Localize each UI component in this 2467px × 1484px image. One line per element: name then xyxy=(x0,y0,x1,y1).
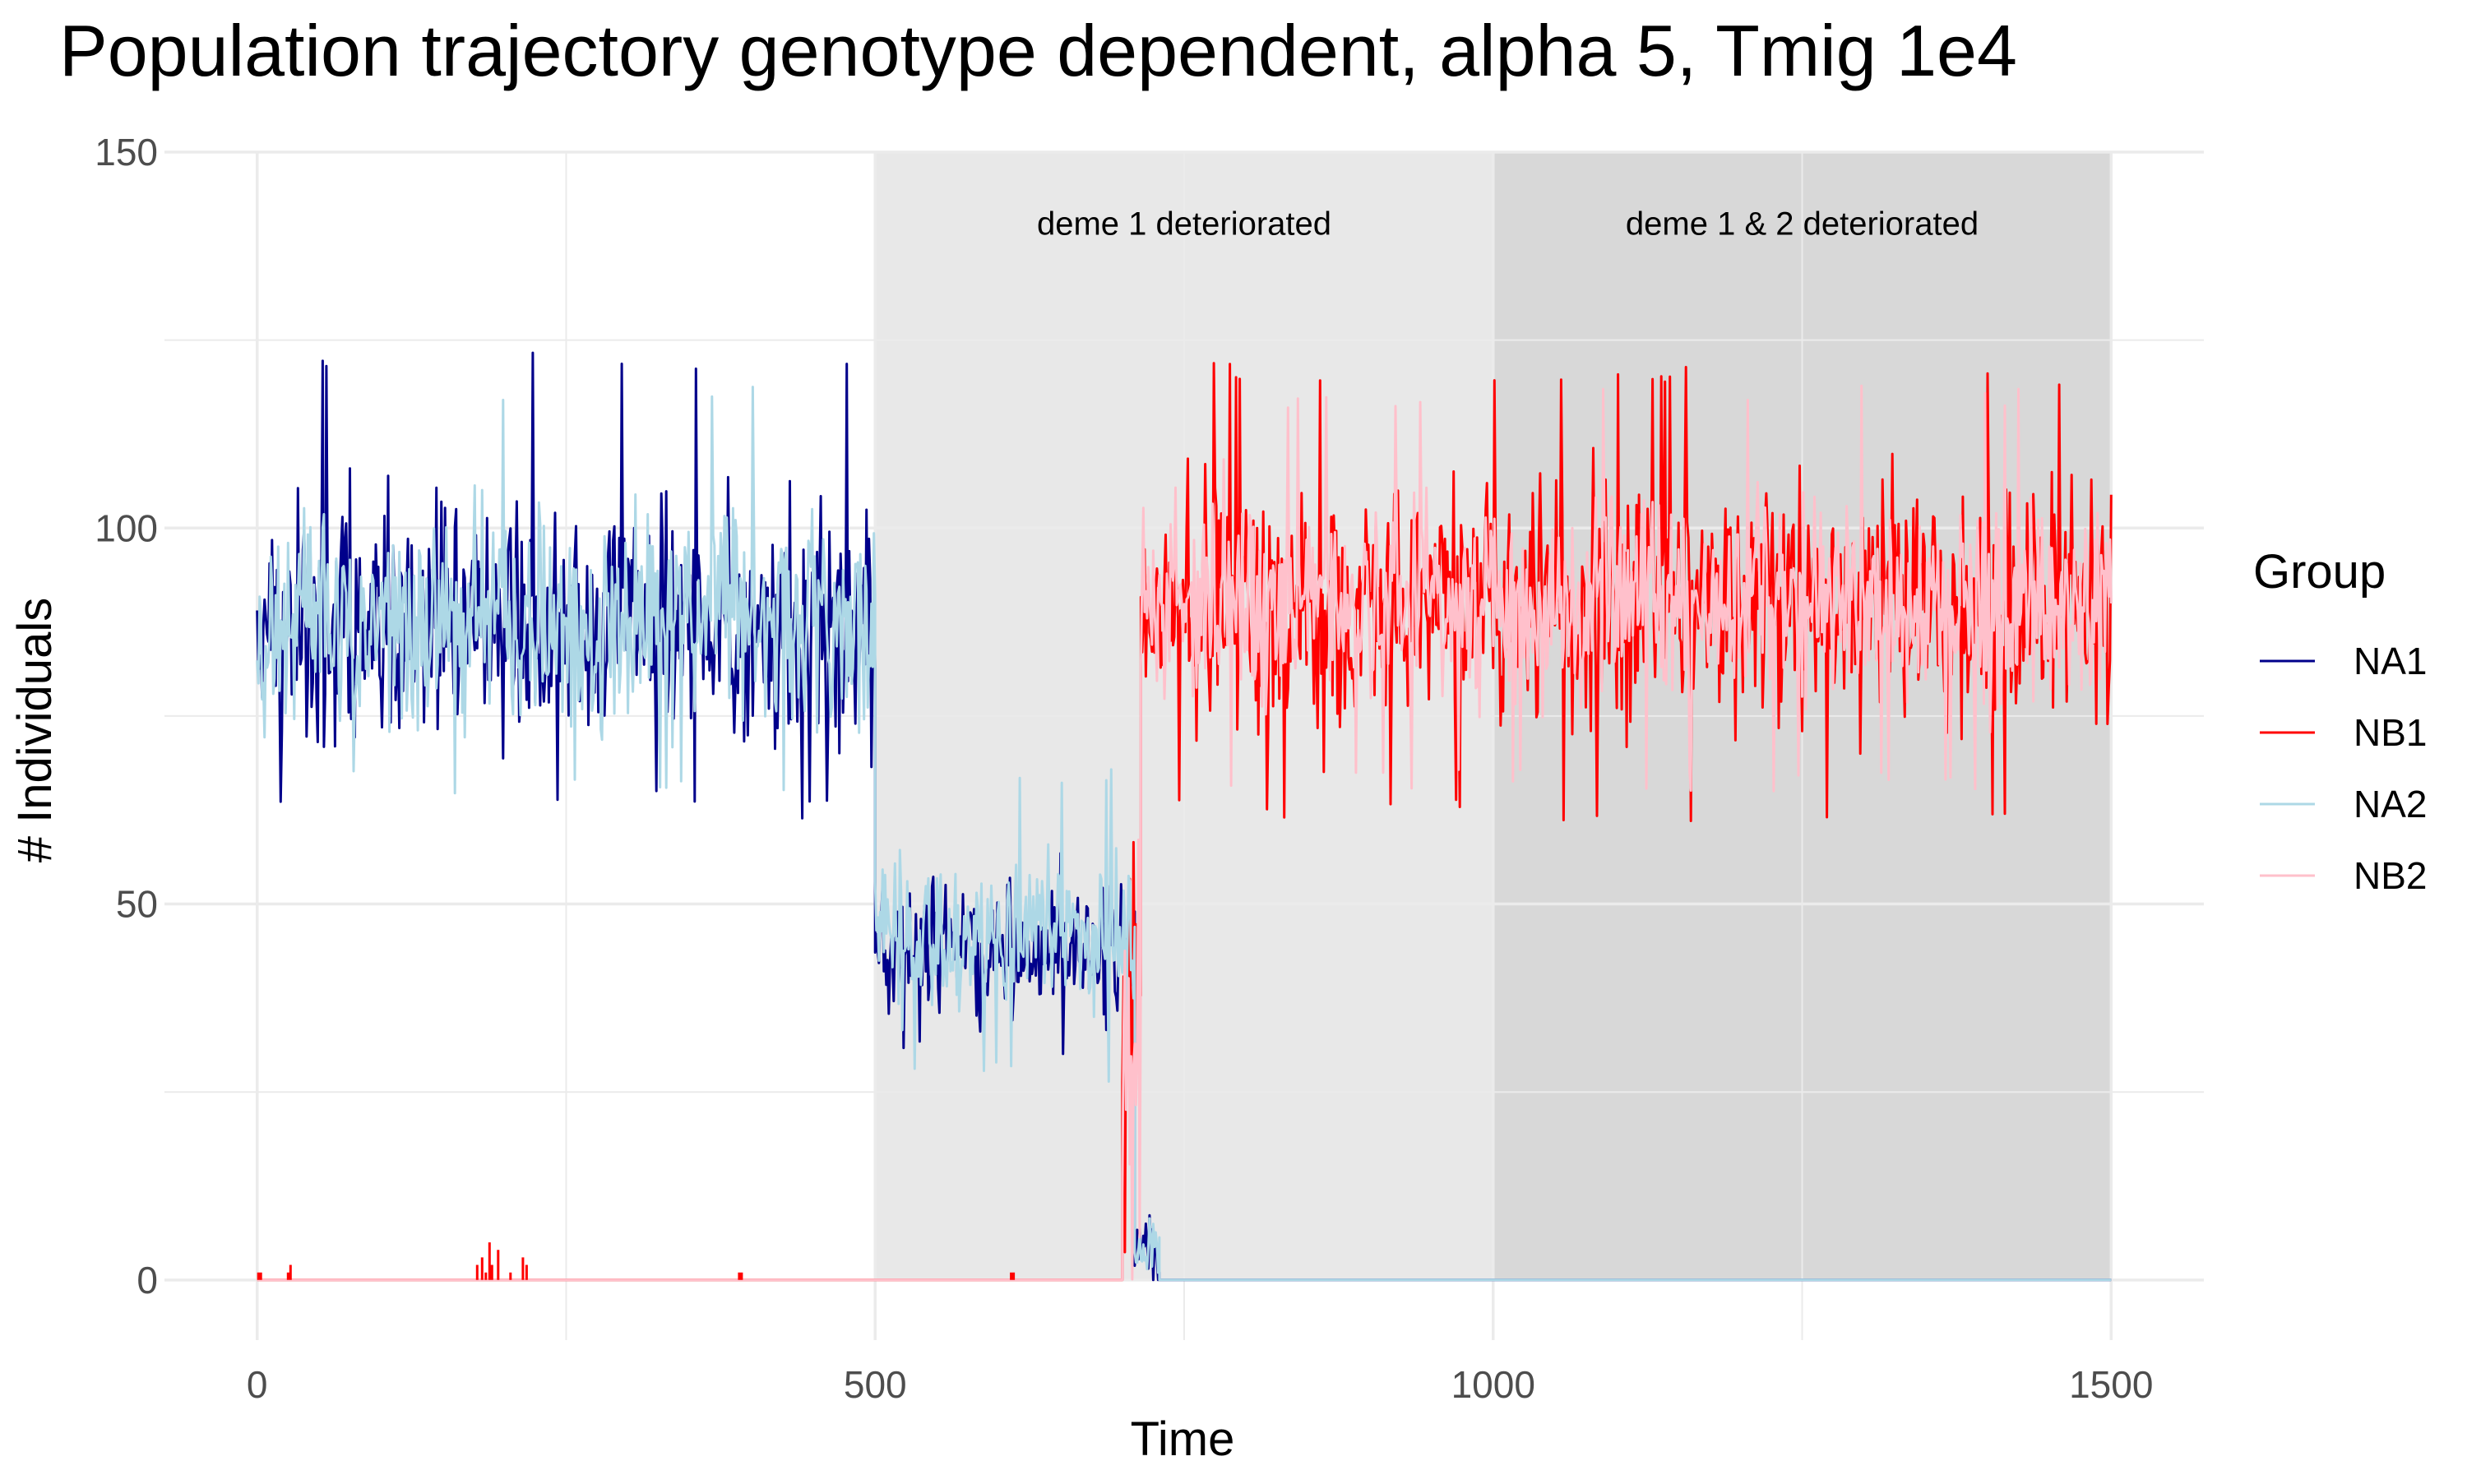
legend: Group NA1 NB1 NA2 NB2 xyxy=(2253,545,2427,897)
axes-layer: 0 500 1000 1500 0 50 100 150 xyxy=(95,131,2153,1406)
chart-title: Population trajectory genotype dependent… xyxy=(59,10,2017,91)
y-tick-label-150: 150 xyxy=(95,131,158,173)
y-tick-label-100: 100 xyxy=(95,506,158,549)
shaded-region-label-1: deme 1 deteriorated xyxy=(1037,206,1331,243)
series-blip-nb1-1 xyxy=(475,1242,528,1280)
y-axis-title: # Individuals xyxy=(8,598,62,862)
legend-label-nb1: NB1 xyxy=(2354,711,2427,754)
legend-label-na1: NA1 xyxy=(2354,640,2427,682)
y-tick-label-50: 50 xyxy=(116,883,158,926)
x-axis-title: Time xyxy=(1131,1412,1235,1466)
legend-title: Group xyxy=(2253,545,2386,599)
legend-label-nb2: NB2 xyxy=(2354,854,2427,897)
annotation-layer: deme 1 deteriorated deme 1 & 2 deteriorat… xyxy=(1037,206,1979,243)
shaded-region-label-2: deme 1 & 2 deteriorated xyxy=(1626,206,1979,243)
legend-label-na2: NA2 xyxy=(2354,783,2427,825)
x-tick-label-0: 0 xyxy=(247,1363,268,1406)
x-tick-label-1500: 1500 xyxy=(2069,1363,2153,1406)
y-tick-label-0: 0 xyxy=(137,1259,158,1301)
series-line-nb2 xyxy=(257,384,2113,1282)
series-blip-nb1-2 xyxy=(738,1272,743,1280)
series-layer xyxy=(256,351,2113,1282)
series-line-na2 xyxy=(256,386,2112,1282)
x-tick-label-1000: 1000 xyxy=(1451,1363,1535,1406)
series-blip-nb1-0 xyxy=(257,1264,292,1280)
x-tick-label-500: 500 xyxy=(844,1363,907,1406)
series-blip-nb1-3 xyxy=(1010,1272,1016,1280)
